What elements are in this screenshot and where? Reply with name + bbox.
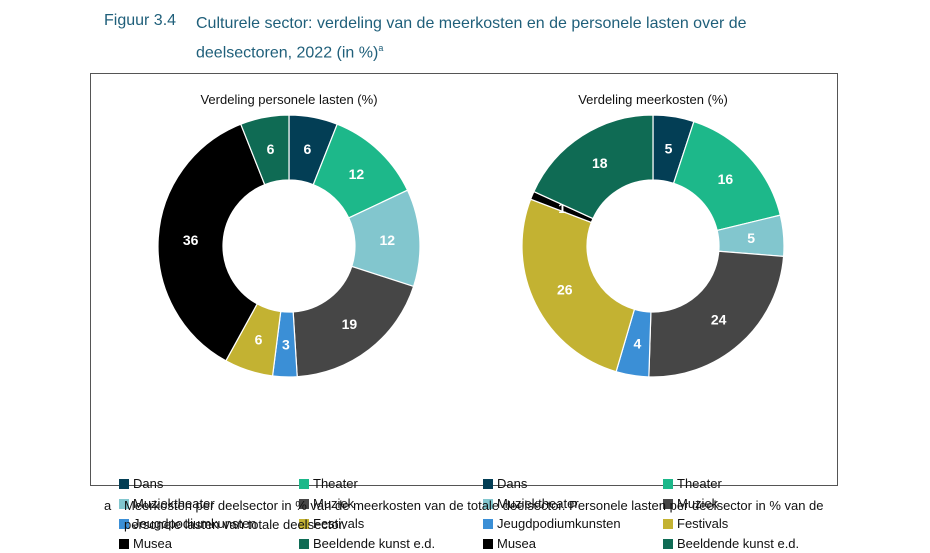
legend-item-muziek: Muziek [663,494,843,513]
legend-swatch [119,538,129,549]
legend-item-jeugdpodiumkunsten: Jeugdpodiumkunsten [483,514,663,533]
chart-title-1: Verdeling meerkosten (%) [578,92,728,107]
slice-label-1-muziektheater: 5 [747,230,755,246]
legend-label: Beeldende kunst e.d. [313,536,436,551]
chart-title-0: Verdeling personele lasten (%) [200,92,377,107]
footnote-marker: a [104,498,112,513]
legend-swatch [299,478,309,489]
legend-item-beeldende-kunst-e-d: Beeldende kunst e.d. [299,534,479,553]
legend-label: Musea [133,536,173,551]
slice-label-1-musea: 1 [558,200,566,216]
legend-label: Jeugdpodiumkunsten [133,516,257,531]
legend-item-muziek: Muziek [299,494,479,513]
legend-label: Dans [497,476,528,491]
legend-item-muziektheater: Muziektheater [483,494,663,513]
slice-label-0-muziektheater: 12 [380,232,396,248]
slice-1-muziek [648,250,785,378]
legend-swatch [663,478,673,489]
slice-label-1-dans: 5 [665,141,673,157]
legend-item-dans: Dans [483,474,663,493]
figure-number: Figuur 3.4 [104,12,177,29]
footnote-text: Meerkosten per deelsector in % van de me… [124,498,824,532]
legend-item-theater: Theater [299,474,479,493]
legend-item-muziektheater: Muziektheater [119,494,299,513]
slice-0-beeldende-kunst-e-d [239,114,290,186]
legend-label: Theater [313,476,358,491]
legend-label: Muziek [313,496,355,511]
legend-label: Dans [133,476,164,491]
legend-swatch [483,498,493,509]
figure-title-text: Culturele sector: verdeling van de meerk… [196,15,747,62]
legend-item-musea: Musea [119,534,299,553]
legend-label: Festivals [313,516,365,531]
legend-label: Musea [497,536,537,551]
slice-label-1-beeldende-kunst-e-d: 18 [592,155,608,171]
figure-title-superscript: a [378,43,384,53]
slice-label-1-muziek: 24 [711,311,727,327]
slice-label-1-jeugdpodiumkunsten: 4 [634,335,642,351]
legend-label: Festivals [677,516,729,531]
legend-swatch [663,518,673,529]
slice-0-musea [157,123,266,362]
figure-title: Culturele sector: verdeling van de meerk… [196,12,816,65]
legend-swatch [663,538,673,549]
slice-label-0-muziek: 19 [342,316,358,332]
legend-swatch [483,538,493,549]
slice-1-festivals [521,198,636,373]
legend-label: Beeldende kunst e.d. [677,536,800,551]
legend-item-jeugdpodiumkunsten: Jeugdpodiumkunsten [119,514,299,533]
donut-charts: Verdeling personele lasten (%)6121219363… [157,92,785,378]
legend-swatch [483,478,493,489]
slice-0-muziek [292,265,415,378]
legend-swatch [299,498,309,509]
slice-label-0-beeldende-kunst-e-d: 6 [267,141,275,157]
legend-swatch [299,538,309,549]
legend-item-dans: Dans [119,474,299,493]
slice-label-1-festivals: 26 [557,282,573,298]
legend-swatch [483,518,493,529]
legend-swatch [299,518,309,529]
chart-frame: Verdeling personele lasten (%) 6 12 12 19 3 6 3… [90,73,838,551]
legend-swatch [119,498,129,509]
slice-label-0-jeugdpodiumkunsten: 3 [282,336,290,352]
legend-label: Muziektheater [497,496,579,511]
legend-item-beeldende-kunst-e-d: Beeldende kunst e.d. [663,534,843,553]
legend-item-theater: Theater [663,474,843,493]
legend-label: Jeugdpodiumkunsten [497,516,621,531]
slice-label-0-musea: 36 [183,232,199,248]
legend-swatch [119,518,129,529]
legend-swatch [663,498,673,509]
legend-label: Muziek [677,496,719,511]
slice-label-1-theater: 16 [718,171,734,187]
legend-item-festivals: Festivals [299,514,479,533]
slice-label-0-dans: 6 [304,141,312,157]
slice-label-0-theater: 12 [349,166,365,182]
slice-label-0-festivals: 6 [255,332,263,348]
legend-item-festivals: Festivals [663,514,843,533]
legend-item-musea: Musea [483,534,663,553]
legend-label: Muziektheater [133,496,215,511]
slice-1-beeldende-kunst-e-d [533,114,654,220]
legend-swatch [119,478,129,489]
legend-label: Theater [677,476,722,491]
